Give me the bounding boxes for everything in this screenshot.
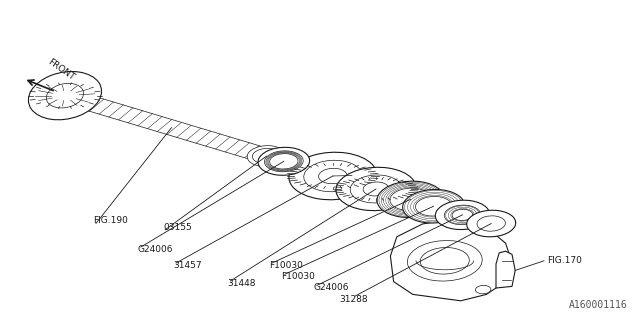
Ellipse shape	[420, 248, 469, 274]
Polygon shape	[390, 218, 512, 301]
Ellipse shape	[46, 84, 84, 108]
Ellipse shape	[477, 216, 506, 231]
Text: F10030: F10030	[269, 261, 303, 270]
Ellipse shape	[452, 209, 473, 220]
Ellipse shape	[403, 189, 465, 223]
Ellipse shape	[350, 175, 402, 203]
Ellipse shape	[407, 241, 483, 281]
Text: 03155: 03155	[163, 223, 192, 232]
Ellipse shape	[415, 196, 452, 216]
Text: FRONT: FRONT	[46, 57, 76, 82]
Text: 31448: 31448	[227, 279, 256, 288]
Ellipse shape	[390, 188, 431, 211]
Text: FIG.190: FIG.190	[93, 216, 127, 225]
Text: 31457: 31457	[173, 261, 202, 270]
Ellipse shape	[289, 152, 377, 200]
Ellipse shape	[247, 146, 286, 167]
Text: G24006: G24006	[314, 284, 349, 292]
Ellipse shape	[304, 160, 362, 192]
Text: F10030: F10030	[282, 272, 316, 281]
Ellipse shape	[264, 151, 303, 172]
Text: 31288: 31288	[339, 295, 368, 304]
Polygon shape	[84, 97, 294, 168]
Ellipse shape	[336, 167, 416, 211]
Ellipse shape	[476, 285, 491, 294]
Ellipse shape	[363, 182, 389, 196]
Ellipse shape	[444, 205, 481, 225]
Ellipse shape	[258, 147, 310, 175]
Text: FIG.170: FIG.170	[547, 256, 582, 265]
Polygon shape	[496, 251, 515, 288]
Text: A160001116: A160001116	[568, 300, 627, 310]
Ellipse shape	[467, 210, 516, 237]
Ellipse shape	[269, 154, 298, 169]
Ellipse shape	[252, 148, 281, 164]
Ellipse shape	[319, 168, 347, 184]
Text: G24006: G24006	[138, 245, 173, 254]
Ellipse shape	[377, 181, 444, 218]
Ellipse shape	[28, 71, 102, 120]
Ellipse shape	[435, 200, 490, 229]
